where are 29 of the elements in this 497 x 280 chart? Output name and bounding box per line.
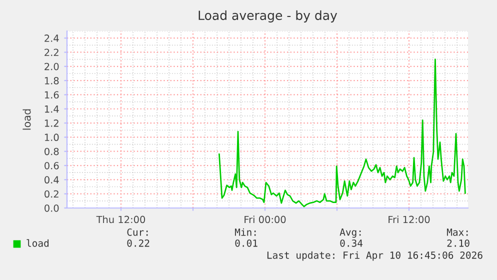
y-tick-label: 1.0 [44, 134, 59, 142]
legend-label: load [26, 239, 49, 247]
y-tick-label: 0.0 [44, 204, 59, 212]
text: Max: [446, 228, 468, 236]
text: 2.10 [447, 239, 470, 247]
line-series [218, 58, 466, 208]
y-axis-title: load [22, 109, 31, 130]
y-tick-label: 2.4 [44, 34, 59, 42]
x-tick-label: Fri 12:00 [388, 216, 430, 224]
text: 0.22 [127, 239, 150, 247]
y-tick-label: 0.6 [44, 162, 59, 170]
y-tick-label: 1.6 [44, 91, 59, 99]
text: Last update: Fri Apr 10 16:45:06 2026 [267, 251, 482, 261]
text: 0.01 [235, 239, 258, 247]
text: Avg: [340, 228, 361, 238]
y-tick-label: 1.2 [44, 120, 58, 127]
chart-title: Load average - by day [198, 10, 338, 22]
y-tick-label: 2.0 [44, 62, 59, 70]
x-tick-label: Fri 00:00 [244, 216, 286, 224]
x-tick-label: Thu 12:00 [96, 216, 146, 224]
y-tick-label: 1.8 [44, 77, 59, 84]
y-tick-label: 0.2 [44, 190, 58, 198]
y-tick-label: 0.8 [44, 148, 59, 156]
text: Min: [234, 228, 256, 236]
y-tick-label: 0.4 [44, 176, 59, 184]
text: Cur: [127, 228, 148, 236]
y-tick-label: 1.4 [44, 105, 59, 113]
text: 0.34 [340, 239, 363, 247]
y-tick-label: 2.2 [44, 48, 58, 56]
